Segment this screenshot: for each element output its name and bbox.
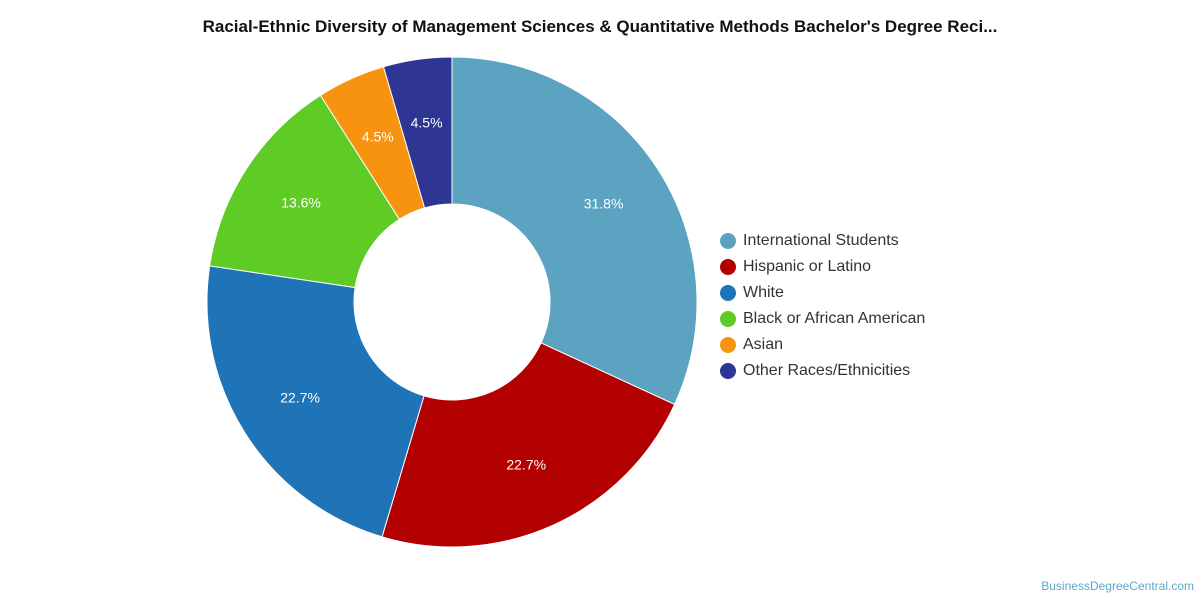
legend-swatch-icon [720, 311, 736, 327]
slice-label-asian: 4.5% [362, 129, 394, 145]
donut-slices [206, 56, 698, 548]
legend-label: Black or African American [743, 310, 926, 327]
legend-swatch-icon [720, 285, 736, 301]
legend-swatch-icon [720, 233, 736, 249]
slice-international-students[interactable] [451, 56, 698, 406]
slice-hispanic-or-latino[interactable] [381, 342, 676, 548]
chart-legend: International Students Hispanic or Latino… [720, 228, 925, 384]
legend-item-other-races-ethnicities[interactable]: Other Races/Ethnicities [720, 358, 925, 384]
legend-item-international-students[interactable]: International Students [720, 228, 925, 254]
legend-label: Hispanic or Latino [743, 258, 872, 275]
legend-item-asian[interactable]: Asian [720, 332, 925, 358]
slice-white[interactable] [206, 265, 425, 538]
slice-other-races-ethnicities[interactable] [382, 56, 453, 209]
legend-label: International Students [743, 232, 899, 249]
slice-label-other-races-ethnicities: 4.5% [411, 115, 443, 131]
legend-swatch-icon [720, 337, 736, 353]
slice-black-or-african-american[interactable] [209, 94, 401, 289]
legend-swatch-icon [720, 259, 736, 275]
legend-item-black-or-african-american[interactable]: Black or African American [720, 306, 925, 332]
legend-label: White [743, 284, 784, 301]
legend-label: Asian [743, 336, 784, 353]
slice-label-hispanic-or-latino: 22.7% [506, 457, 546, 473]
legend-label: Other Races/Ethnicities [743, 362, 911, 379]
legend-item-white[interactable]: White [720, 280, 925, 306]
slice-label-black-or-african-american: 13.6% [281, 195, 321, 211]
donut-slice-labels: 31.8% 22.7% 22.7% 13.6% 4.5% 4.5% [280, 115, 623, 473]
slice-label-white: 22.7% [280, 389, 320, 405]
legend-swatch-icon [720, 363, 736, 379]
source-credit-link[interactable]: BusinessDegreeCentral.com [1041, 579, 1194, 593]
chart-title: Racial-Ethnic Diversity of Management Sc… [202, 17, 998, 36]
legend-item-hispanic-or-latino[interactable]: Hispanic or Latino [720, 254, 925, 280]
slice-label-international-students: 31.8% [584, 196, 624, 212]
